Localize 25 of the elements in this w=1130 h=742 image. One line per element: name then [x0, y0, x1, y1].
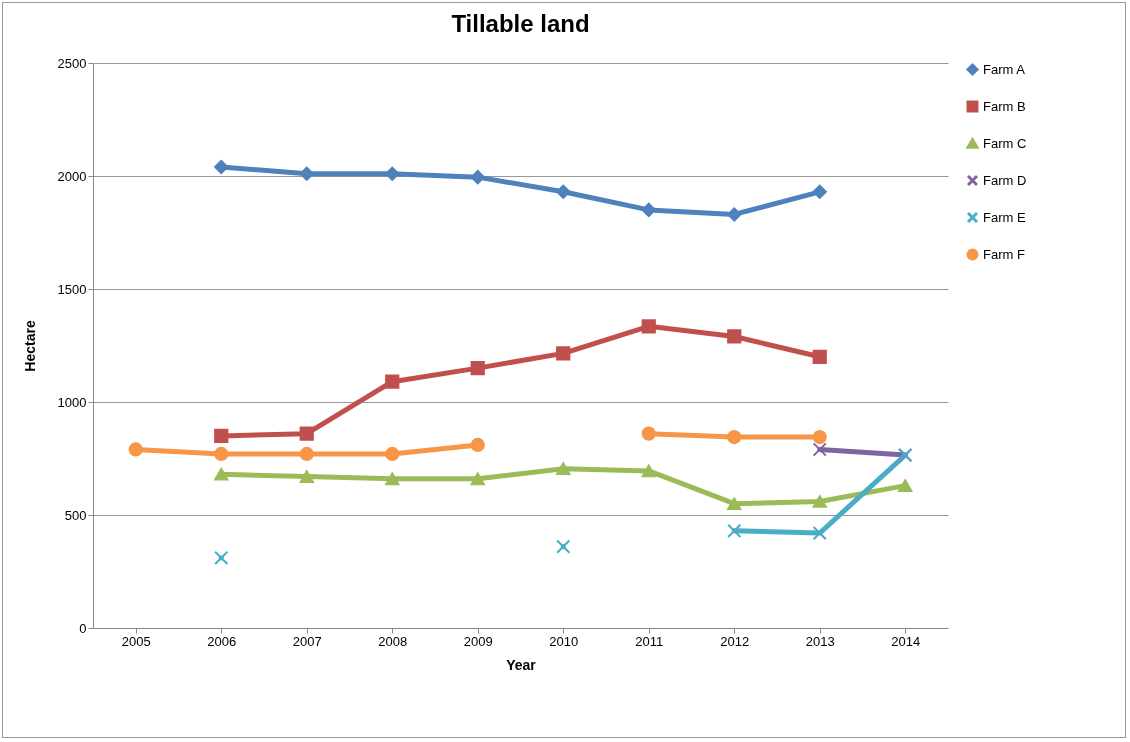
y-axis-title: Hectare — [21, 320, 38, 372]
x-axis-title: Year — [506, 656, 537, 673]
legend-label: Farm D — [983, 172, 1027, 188]
legend-label: Farm B — [983, 98, 1026, 114]
chart-title: Tillable land — [451, 10, 590, 37]
x-tick-label: 2006 — [207, 633, 237, 649]
legend-label: Farm F — [983, 246, 1025, 262]
x-tick-label: 2014 — [891, 633, 921, 649]
x-tick-label: 2005 — [121, 633, 151, 649]
legend-label: Farm A — [983, 61, 1026, 77]
x-tick-label: 2007 — [292, 633, 322, 649]
x-tick-label: 2009 — [463, 633, 493, 649]
y-tick-label: 2500 — [57, 55, 87, 71]
y-tick-label: 1000 — [57, 394, 87, 410]
x-tick-label: 2010 — [549, 633, 579, 649]
legend-label: Farm C — [983, 135, 1027, 151]
x-tick-label: 2011 — [635, 633, 664, 649]
y-tick-label: 500 — [64, 507, 87, 523]
x-tick-label: 2013 — [805, 633, 835, 649]
y-tick-label: 1500 — [57, 281, 87, 297]
y-tick-label: 0 — [79, 620, 87, 636]
x-tick-label: 2008 — [378, 633, 408, 649]
legend-label: Farm E — [983, 209, 1026, 225]
x-tick-label: 2012 — [720, 633, 750, 649]
y-tick-label: 2000 — [57, 168, 87, 184]
